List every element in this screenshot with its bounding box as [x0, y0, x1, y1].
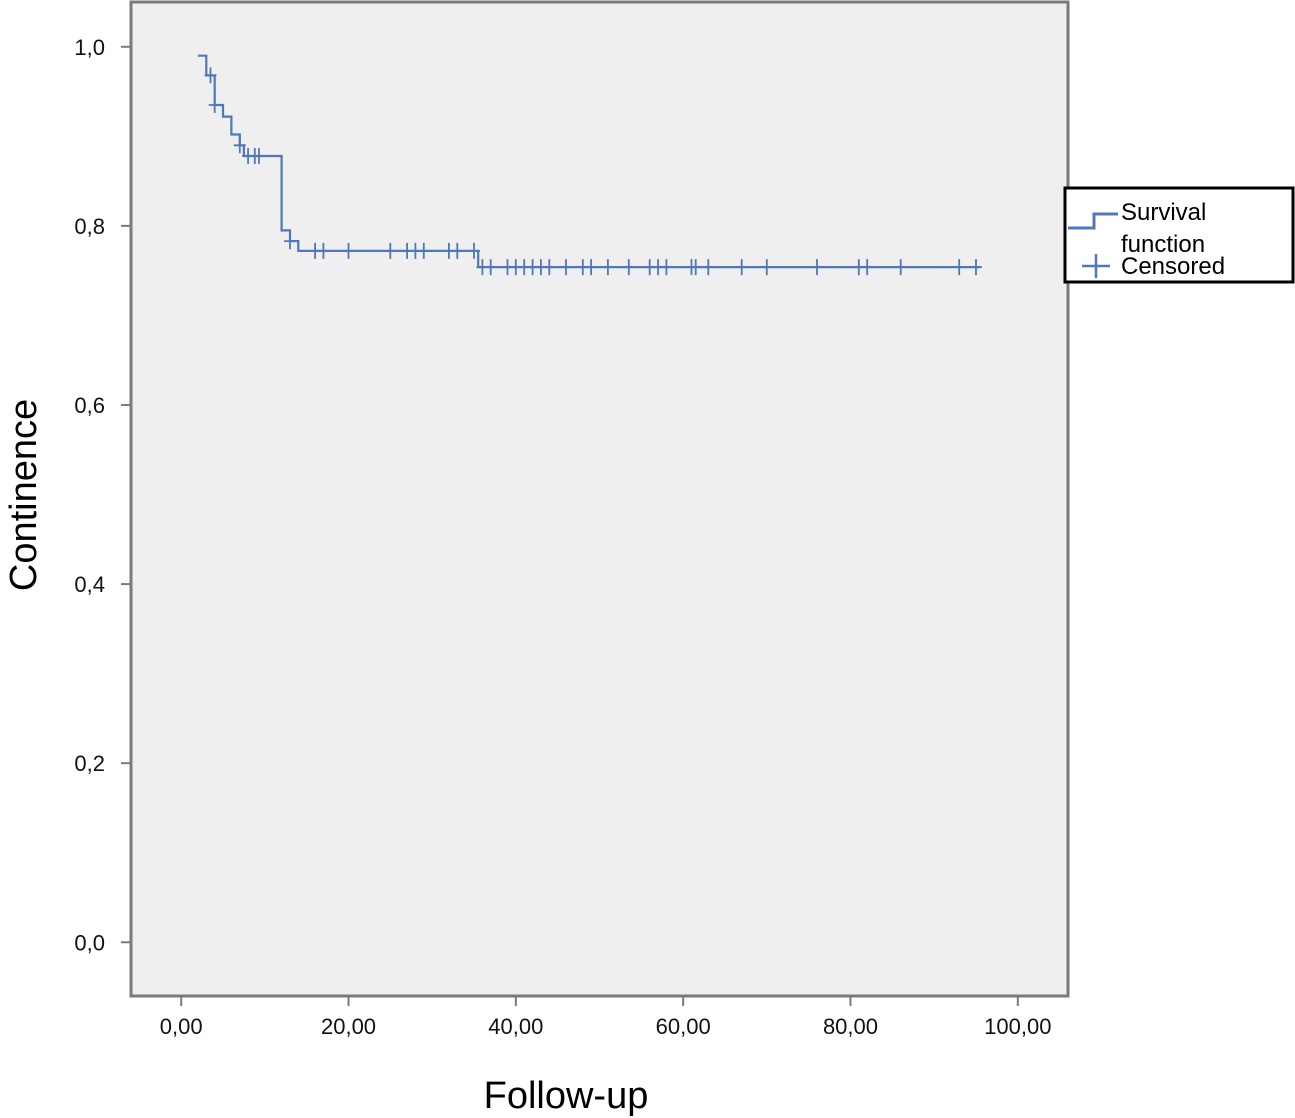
y-tick-label: 0,0	[74, 930, 105, 955]
censored-mark	[585, 259, 598, 276]
y-tick-label: 0,8	[74, 214, 105, 239]
censored-mark	[622, 259, 635, 276]
legend-survival-label-line1: Survival	[1121, 199, 1206, 226]
censored-mark	[253, 148, 265, 164]
censored-mark	[204, 67, 217, 84]
censored-mark	[384, 242, 397, 259]
censored-mark	[284, 233, 296, 250]
censored-mark	[660, 259, 673, 276]
x-tick-label: 20,00	[321, 1014, 376, 1039]
y-tick-label: 0,2	[74, 751, 105, 776]
censored-mark	[735, 259, 748, 276]
censored-mark	[702, 259, 715, 276]
censored-mark	[970, 259, 982, 276]
x-tick-label: 80,00	[823, 1014, 878, 1039]
x-tick-label: 0,00	[160, 1014, 203, 1039]
axes: 0,00 20,00 40,00 60,00 80,00 100,00 0,0 0,2 0,4 0…	[74, 35, 1051, 1039]
censored-mark	[953, 259, 966, 276]
censored-mark	[468, 242, 480, 259]
censored-mark	[601, 259, 614, 276]
legend-censored-plus-icon	[1082, 254, 1110, 278]
plot-area	[129, 0, 1070, 998]
censored-mark	[811, 259, 823, 276]
censored-mark	[689, 259, 702, 276]
censored-mark	[894, 259, 907, 276]
legend-censored-label: Censored	[1121, 253, 1225, 280]
censored-mark	[484, 259, 497, 276]
y-axis-title: Continence	[3, 399, 45, 591]
y-tick-label: 1,0	[74, 35, 105, 60]
x-tick-label: 40,00	[488, 1014, 543, 1039]
plot-layer	[197, 54, 982, 276]
censored-mark	[861, 259, 874, 276]
y-tick-label: 0,6	[74, 393, 105, 418]
censored-mark	[543, 259, 556, 276]
censored-mark	[417, 242, 430, 259]
y-tick-label: 0,4	[74, 572, 105, 597]
censored-mark	[233, 137, 246, 154]
x-axis-title: Follow-up	[484, 1075, 649, 1117]
censored-mark	[451, 242, 464, 259]
x-tick-label: 60,00	[656, 1014, 711, 1039]
censored-mark	[208, 97, 221, 113]
legend-survival-line-icon	[1068, 212, 1118, 230]
legend: Survival function Censored	[1063, 186, 1295, 284]
censored-mark	[317, 242, 330, 259]
x-tick-label: 100,00	[984, 1014, 1051, 1039]
legend-survival-label-line2: function	[1121, 231, 1205, 258]
censored-mark	[560, 259, 572, 276]
censored-mark	[342, 242, 355, 259]
censored-mark	[760, 259, 773, 276]
